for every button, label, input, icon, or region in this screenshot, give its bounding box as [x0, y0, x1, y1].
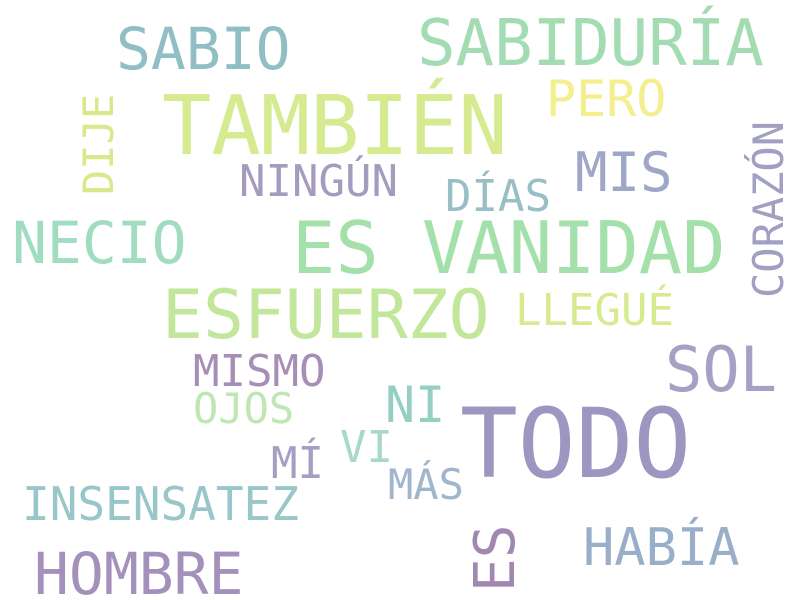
word-necio: NECIO: [12, 209, 187, 277]
word-mas: MÁS: [388, 460, 464, 509]
word-mis: MIS: [575, 141, 673, 204]
word-mismo: MISMO: [193, 346, 326, 397]
word-tambien: TAMBIÉN: [162, 79, 508, 174]
word-esfuerzo: ESFUERZO: [162, 276, 490, 355]
word-vi: VI: [340, 422, 393, 473]
word-es: ES: [463, 524, 528, 592]
word-hombre: HOMBRE: [34, 540, 244, 600]
word-es-vanidad: ES VANIDAD: [292, 206, 726, 290]
word-sabiduria: SABIDURÍA: [417, 7, 764, 81]
word-dije: DIJE: [74, 93, 123, 195]
word-mi: MÍ: [271, 438, 324, 489]
word-todo: TODO: [460, 388, 692, 500]
word-llegue: LLEGUÉ: [515, 285, 674, 336]
word-ojos: OJOS: [193, 384, 295, 433]
word-insensatez: INSENSATEZ: [22, 477, 299, 531]
word-dias: DÍAS: [445, 171, 551, 222]
word-sabio: SABIO: [116, 15, 291, 83]
word-sol: SOL: [665, 333, 777, 406]
word-habia: HABÍA: [583, 518, 740, 578]
word-ni: NI: [385, 376, 446, 434]
word-pero: PERO: [546, 70, 667, 128]
word-ningun: NINGÚN: [239, 156, 398, 207]
word-corazon: CORAZÓN: [744, 120, 793, 298]
